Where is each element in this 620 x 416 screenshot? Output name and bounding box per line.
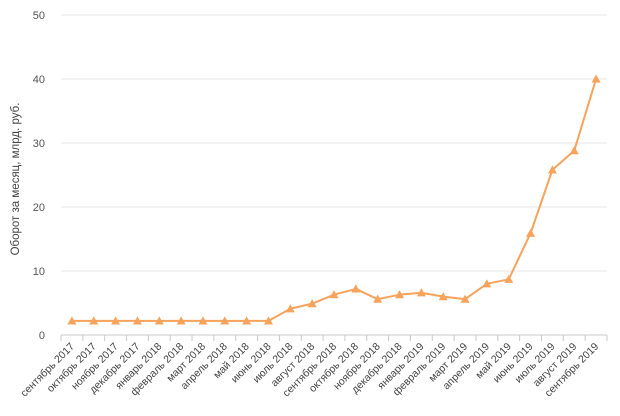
data-point-marker[interactable]	[395, 290, 405, 299]
data-point-marker[interactable]	[482, 279, 492, 288]
data-point-marker[interactable]	[111, 316, 121, 325]
data-point-marker[interactable]	[220, 316, 230, 325]
y-tick-label: 50	[33, 10, 45, 22]
data-point-marker[interactable]	[460, 294, 470, 303]
data-point-marker[interactable]	[351, 284, 361, 293]
data-point-marker[interactable]	[569, 146, 579, 155]
data-point-marker[interactable]	[132, 316, 142, 325]
data-point-marker[interactable]	[504, 274, 514, 283]
series-line	[70, 78, 598, 322]
data-point-marker[interactable]	[438, 292, 448, 301]
data-point-marker[interactable]	[373, 294, 383, 303]
data-point-marker[interactable]	[176, 316, 186, 325]
x-axis	[60, 334, 608, 341]
y-axis-ticks: 0 10 20 30 40 50	[33, 10, 45, 342]
data-point-marker[interactable]	[591, 74, 601, 83]
gridlines	[61, 14, 607, 272]
data-point-marker[interactable]	[242, 316, 252, 325]
data-point-marker[interactable]	[285, 304, 295, 313]
data-point-marker[interactable]	[263, 316, 273, 325]
y-tick-label: 30	[33, 138, 45, 150]
data-point-marker[interactable]	[198, 316, 208, 325]
data-point-marker[interactable]	[329, 290, 339, 299]
y-tick-label: 40	[33, 74, 45, 86]
data-point-marker[interactable]	[547, 165, 557, 174]
data-point-marker[interactable]	[67, 316, 77, 325]
data-point-marker[interactable]	[526, 228, 536, 237]
data-point-marker[interactable]	[89, 316, 99, 325]
series-layer	[67, 74, 601, 325]
data-point-marker[interactable]	[416, 288, 426, 297]
y-tick-label: 0	[39, 330, 45, 342]
y-tick-label: 10	[33, 266, 45, 278]
y-axis-label: Оборот за месяц, млрд. руб.	[10, 103, 22, 256]
data-point-marker[interactable]	[307, 299, 317, 308]
data-point-marker[interactable]	[154, 316, 164, 325]
y-tick-label: 20	[33, 202, 45, 214]
